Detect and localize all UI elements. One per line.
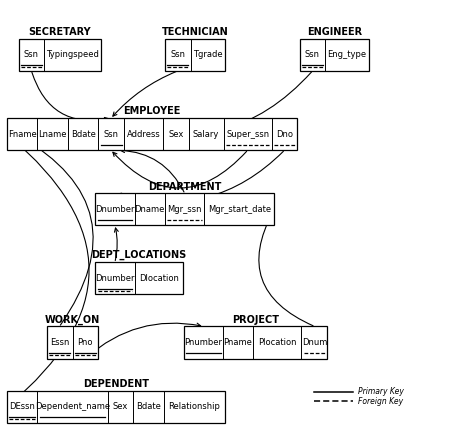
Text: Fname: Fname bbox=[8, 130, 36, 139]
Text: EMPLOYEE: EMPLOYEE bbox=[123, 106, 181, 117]
Text: Foreign Key: Foreign Key bbox=[358, 397, 403, 406]
Text: Dname: Dname bbox=[135, 205, 165, 214]
Text: Ssn: Ssn bbox=[104, 130, 118, 139]
Text: Bdate: Bdate bbox=[136, 402, 161, 411]
Text: PROJECT: PROJECT bbox=[232, 314, 279, 325]
Text: Mgr_start_date: Mgr_start_date bbox=[208, 205, 271, 214]
Text: Plocation: Plocation bbox=[258, 338, 297, 347]
Text: Salary: Salary bbox=[193, 130, 219, 139]
Text: Ssn: Ssn bbox=[305, 50, 320, 59]
Bar bbox=[183, 326, 328, 358]
Text: DEPT_LOCATIONS: DEPT_LOCATIONS bbox=[91, 250, 187, 260]
Text: SECRETARY: SECRETARY bbox=[28, 27, 91, 37]
Text: Mgr_ssn: Mgr_ssn bbox=[167, 205, 202, 214]
Text: Super_ssn: Super_ssn bbox=[226, 130, 269, 139]
Text: Essn: Essn bbox=[50, 338, 69, 347]
Text: Sex: Sex bbox=[113, 402, 128, 411]
Text: TECHNICIAN: TECHNICIAN bbox=[162, 27, 228, 37]
Text: Pname: Pname bbox=[224, 338, 253, 347]
Text: Lname: Lname bbox=[38, 130, 67, 139]
Text: Address: Address bbox=[127, 130, 160, 139]
Text: WORK_ON: WORK_ON bbox=[45, 314, 100, 325]
Text: DEssn: DEssn bbox=[9, 402, 35, 411]
Text: Dnum: Dnum bbox=[301, 338, 327, 347]
Bar bbox=[95, 262, 182, 294]
Text: Primary Key: Primary Key bbox=[358, 387, 404, 396]
Text: Ssn: Ssn bbox=[170, 50, 185, 59]
Bar bbox=[7, 118, 297, 150]
Text: Dnumber: Dnumber bbox=[95, 205, 135, 214]
Text: Bdate: Bdate bbox=[71, 130, 96, 139]
Text: Dno: Dno bbox=[276, 130, 293, 139]
Text: Eng_type: Eng_type bbox=[328, 50, 367, 59]
Text: Relationship: Relationship bbox=[168, 402, 220, 411]
Text: Pno: Pno bbox=[78, 338, 93, 347]
Text: Typingspeed: Typingspeed bbox=[46, 50, 99, 59]
Bar bbox=[300, 39, 369, 71]
Bar bbox=[95, 193, 274, 226]
Text: DEPENDENT: DEPENDENT bbox=[83, 379, 149, 389]
Text: Sex: Sex bbox=[168, 130, 183, 139]
Text: DEPARTMENT: DEPARTMENT bbox=[148, 181, 221, 191]
Text: Pnumber: Pnumber bbox=[184, 338, 222, 347]
Text: Dependent_name: Dependent_name bbox=[35, 402, 110, 411]
Text: Ssn: Ssn bbox=[24, 50, 39, 59]
Text: ENGINEER: ENGINEER bbox=[307, 27, 362, 37]
Bar bbox=[18, 39, 101, 71]
Text: Dnumber: Dnumber bbox=[95, 273, 135, 283]
Text: Tgrade: Tgrade bbox=[193, 50, 223, 59]
Bar bbox=[46, 326, 98, 358]
Bar bbox=[7, 391, 225, 423]
Bar bbox=[165, 39, 225, 71]
Text: Dlocation: Dlocation bbox=[139, 273, 179, 283]
